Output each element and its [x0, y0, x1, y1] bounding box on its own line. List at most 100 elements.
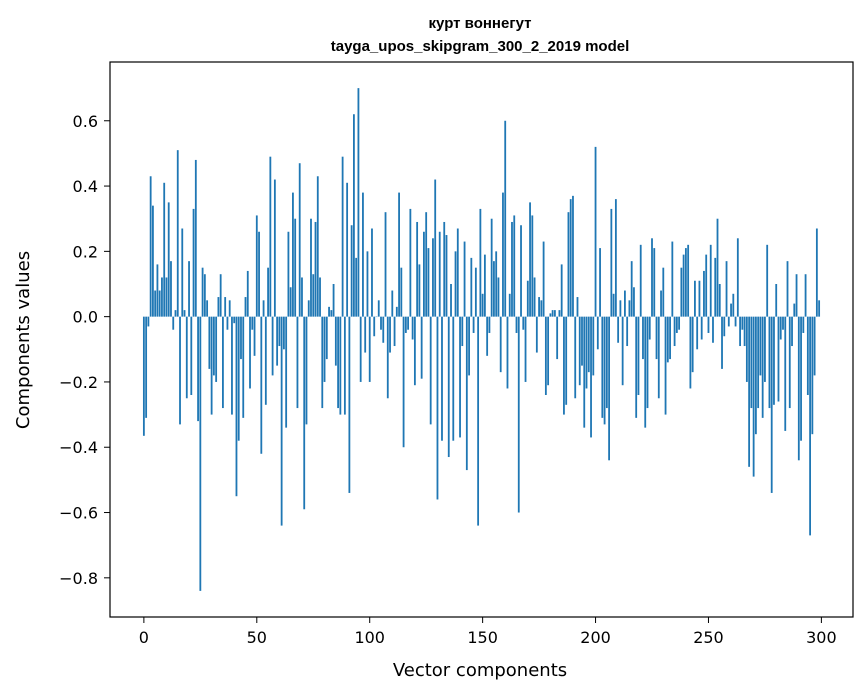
bar [481, 293, 484, 317]
bar [364, 316, 367, 353]
bar [770, 316, 773, 493]
bar [312, 274, 315, 317]
bar [341, 156, 344, 317]
bar [174, 310, 177, 317]
bar [653, 248, 656, 317]
x-tick-label: 0 [139, 628, 149, 647]
bar [470, 257, 473, 317]
bar [233, 316, 236, 324]
bar [255, 215, 258, 317]
bar [253, 316, 256, 356]
bar [264, 316, 267, 405]
bar [596, 316, 599, 350]
bar [748, 316, 751, 467]
bar [657, 316, 660, 399]
bar [343, 316, 346, 415]
bar [599, 248, 601, 317]
bar [815, 228, 818, 317]
bar [459, 316, 461, 438]
bar [714, 257, 717, 317]
bar [547, 316, 550, 386]
bar [725, 261, 728, 317]
bar [694, 280, 696, 317]
bar [493, 261, 495, 317]
bar [271, 316, 274, 376]
bar [655, 316, 658, 360]
bar [319, 277, 321, 317]
bar [754, 316, 757, 435]
bar [416, 221, 419, 317]
bar [432, 238, 434, 317]
bar [734, 316, 737, 327]
bar [411, 316, 414, 340]
bar [310, 218, 312, 317]
bar [393, 316, 396, 347]
bar [303, 316, 306, 510]
bar [777, 316, 780, 402]
bar [176, 150, 179, 317]
bar [610, 208, 613, 317]
bar [282, 316, 285, 350]
bar [578, 316, 581, 386]
bar [678, 316, 681, 330]
bar [553, 310, 556, 317]
bar [280, 316, 283, 526]
bar [513, 215, 516, 317]
bar [289, 287, 292, 317]
bar [779, 316, 782, 340]
bar [359, 316, 362, 382]
bar [404, 316, 407, 333]
bar [278, 316, 281, 347]
x-tick-label: 300 [806, 628, 837, 647]
bar [818, 300, 821, 317]
bar [495, 251, 498, 317]
bar [251, 316, 254, 330]
bar [605, 316, 608, 409]
bar [761, 316, 764, 418]
bar [400, 267, 403, 317]
bar [226, 316, 229, 330]
bar [355, 257, 358, 317]
bar [741, 316, 744, 330]
bar [330, 310, 333, 317]
bar [377, 300, 380, 317]
bar [524, 316, 527, 382]
plot-area-frame [109, 61, 854, 618]
bar [461, 316, 464, 347]
bar [212, 316, 215, 376]
bar [242, 316, 245, 418]
bar [499, 316, 502, 373]
bar [217, 297, 220, 317]
bar [258, 231, 260, 317]
bar [190, 316, 193, 395]
x-tick-label: 50 [247, 628, 267, 647]
bar [788, 316, 791, 409]
bar [483, 254, 486, 317]
bar [739, 316, 741, 347]
bar [594, 146, 597, 317]
bar [156, 264, 159, 317]
bar [718, 284, 721, 317]
bar [721, 316, 723, 369]
bar [813, 316, 816, 376]
bar [551, 310, 554, 317]
bar [703, 270, 705, 317]
bar [612, 293, 615, 317]
bar [273, 179, 276, 317]
bar [504, 120, 507, 317]
chart-title: курт воннегут [429, 15, 532, 32]
bar [452, 316, 455, 441]
y-tick-label: 0.4 [73, 177, 98, 196]
bar [240, 316, 242, 360]
bar [321, 316, 324, 409]
bar [793, 303, 796, 317]
bar [558, 310, 561, 317]
bar [520, 225, 522, 317]
bar [768, 316, 771, 409]
bar [802, 316, 805, 333]
bar [260, 316, 263, 454]
bar [276, 316, 279, 366]
bar [420, 316, 423, 379]
bar [544, 316, 547, 395]
bar [621, 316, 624, 386]
